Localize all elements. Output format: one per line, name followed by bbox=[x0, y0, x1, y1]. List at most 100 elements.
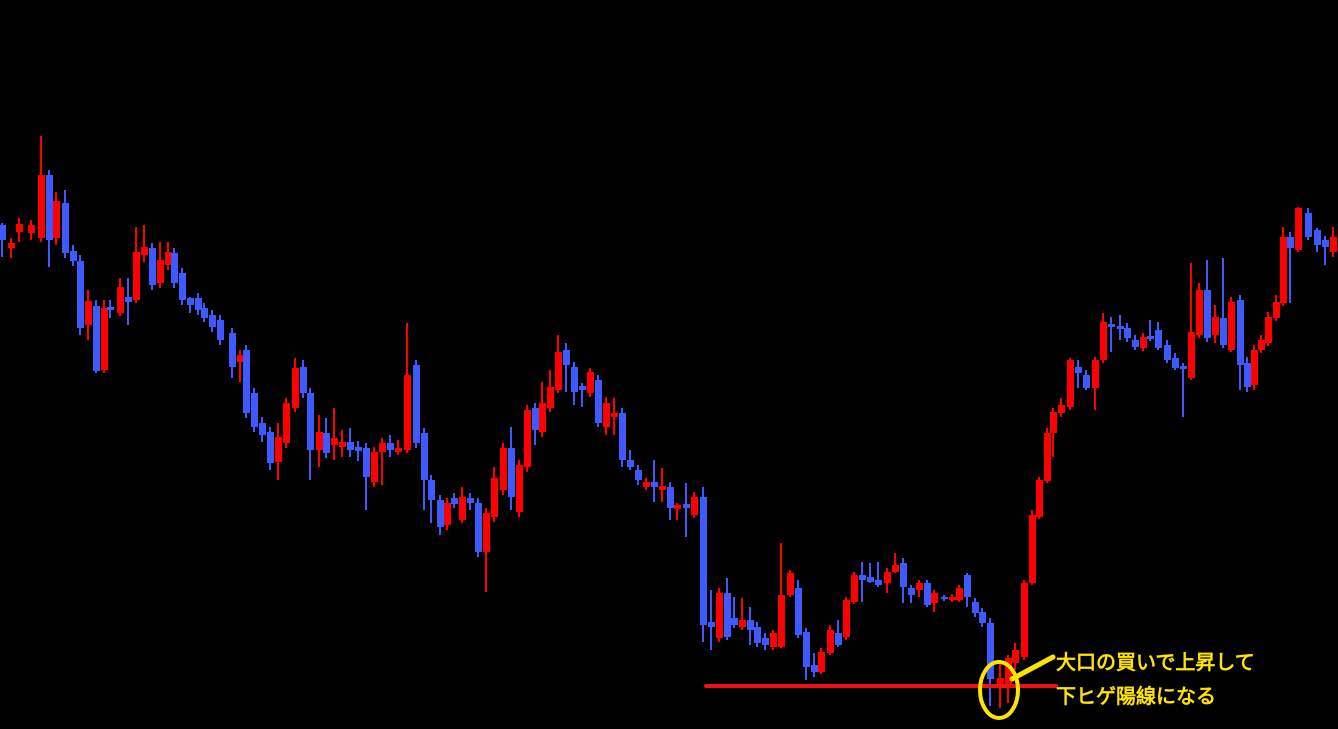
candle-body bbox=[16, 224, 23, 232]
candle-body bbox=[201, 308, 208, 318]
candle-body bbox=[491, 478, 498, 517]
candle-body bbox=[1100, 322, 1107, 360]
candle-body bbox=[107, 307, 114, 310]
candle-body bbox=[404, 375, 411, 450]
candle-body bbox=[875, 580, 882, 585]
candle-body bbox=[0, 225, 6, 240]
candle-body bbox=[1237, 300, 1244, 365]
candle-body bbox=[674, 505, 681, 509]
candle-body bbox=[413, 365, 420, 443]
candle-wick bbox=[143, 225, 145, 262]
candle-body bbox=[451, 498, 458, 504]
candle-body bbox=[117, 287, 124, 313]
candle-wick bbox=[869, 563, 871, 583]
candle-body bbox=[195, 298, 202, 310]
candle-body bbox=[708, 622, 715, 627]
candle-body bbox=[524, 410, 531, 467]
candle-body bbox=[1067, 360, 1074, 407]
candle-body bbox=[731, 618, 738, 625]
candle-body bbox=[283, 403, 290, 443]
candle-body bbox=[387, 443, 394, 450]
candle-body bbox=[716, 593, 723, 638]
candle-wick bbox=[661, 468, 663, 502]
candle-body bbox=[603, 403, 610, 427]
candle-body bbox=[770, 633, 777, 647]
candle-wick bbox=[381, 438, 383, 485]
candle-body bbox=[1265, 317, 1272, 343]
candle-wick bbox=[685, 483, 687, 537]
candle-body bbox=[1021, 583, 1028, 657]
candle-body bbox=[859, 575, 866, 580]
candle-body bbox=[972, 602, 979, 613]
candle-body bbox=[379, 443, 386, 452]
candle-body bbox=[892, 565, 899, 572]
candle-body bbox=[1172, 358, 1179, 368]
candle-wick bbox=[1110, 317, 1112, 352]
candle-body bbox=[165, 252, 172, 265]
candle-wick bbox=[239, 350, 241, 382]
candle-body bbox=[77, 261, 84, 328]
candle-wick bbox=[676, 503, 678, 520]
candle-body bbox=[229, 333, 236, 367]
candle-body bbox=[516, 465, 523, 512]
candle-body bbox=[916, 583, 923, 590]
candle-body bbox=[1244, 363, 1251, 387]
candle-body bbox=[475, 503, 482, 552]
candle-body bbox=[659, 486, 666, 490]
candle-body bbox=[292, 368, 299, 408]
candle-body bbox=[1212, 317, 1219, 335]
candle-body bbox=[421, 433, 428, 480]
candle-body bbox=[1117, 326, 1124, 329]
candle-body bbox=[1204, 290, 1211, 338]
candle-body bbox=[908, 588, 915, 595]
candle-body bbox=[563, 350, 570, 365]
candle-body bbox=[651, 482, 658, 487]
candle-body bbox=[1287, 237, 1294, 248]
candle-body bbox=[70, 251, 77, 261]
candle-body bbox=[1036, 480, 1043, 517]
candle-body bbox=[539, 403, 546, 432]
candle-body bbox=[187, 298, 194, 305]
candle-wick bbox=[877, 562, 879, 587]
candle-body bbox=[843, 600, 850, 637]
candle-body bbox=[141, 247, 148, 255]
candle-wick bbox=[333, 408, 335, 460]
candle-body bbox=[331, 438, 338, 445]
candle-body bbox=[667, 487, 674, 508]
candle-wick bbox=[10, 238, 12, 258]
candle-wick bbox=[1190, 263, 1192, 380]
candle-body bbox=[171, 253, 178, 283]
candle-body bbox=[1075, 367, 1082, 373]
annotation-text-line-1: 大口の買いで上昇して bbox=[1056, 652, 1255, 674]
candle-body bbox=[683, 504, 690, 508]
candle-body bbox=[395, 448, 402, 452]
candle-body bbox=[924, 583, 931, 605]
candle-body bbox=[243, 350, 250, 413]
candle-wick bbox=[1324, 236, 1326, 265]
candle-wick bbox=[1222, 258, 1224, 348]
candle-body bbox=[724, 593, 731, 637]
candle-body bbox=[643, 482, 650, 487]
candle-body bbox=[1330, 237, 1337, 252]
candle-wick bbox=[1182, 363, 1184, 417]
candle-body bbox=[691, 497, 698, 515]
candle-body bbox=[237, 355, 244, 362]
candle-body bbox=[179, 273, 186, 300]
candle-body bbox=[275, 437, 282, 462]
candle-body bbox=[619, 413, 626, 460]
candle-body bbox=[941, 597, 948, 599]
candle-body bbox=[8, 243, 15, 248]
candle-body bbox=[1188, 332, 1195, 378]
candle-body bbox=[1196, 290, 1203, 335]
candle-body bbox=[149, 248, 156, 285]
candle-body bbox=[1132, 340, 1139, 347]
candle-body bbox=[835, 633, 842, 645]
candle-body bbox=[125, 297, 132, 302]
candle-body bbox=[157, 260, 164, 283]
candle-body bbox=[1258, 340, 1265, 350]
candle-body bbox=[1164, 345, 1171, 360]
candle-wick bbox=[581, 383, 583, 407]
candle-body bbox=[38, 175, 45, 238]
candle-body bbox=[93, 306, 100, 371]
